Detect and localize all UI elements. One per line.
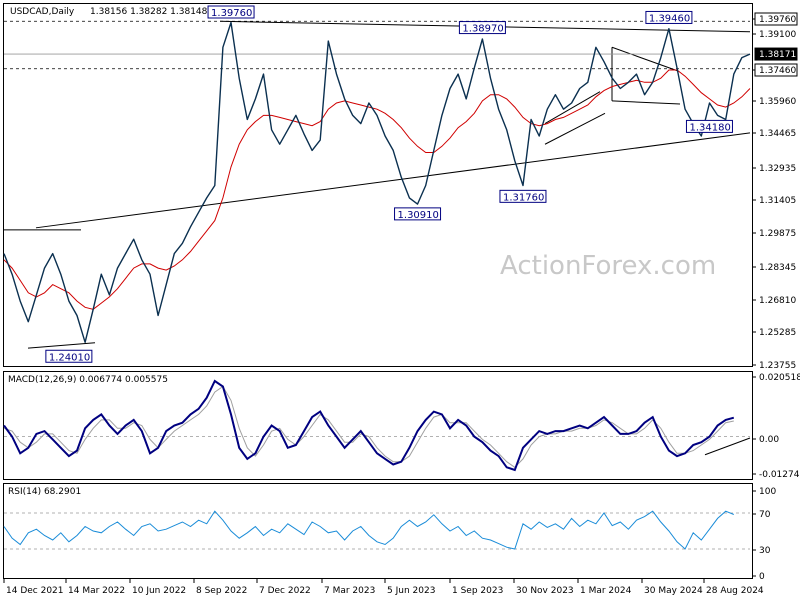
watermark: ActionForex.com bbox=[500, 251, 716, 281]
x-tick-label: 14 Mar 2022 bbox=[68, 586, 125, 596]
price-y-label: 1.35960 bbox=[759, 97, 796, 107]
x-tick-label: 28 Aug 2024 bbox=[706, 586, 764, 596]
x-tick-label: 8 Sep 2022 bbox=[196, 586, 247, 596]
rsi-plot bbox=[3, 510, 750, 550]
moving-average-line bbox=[3, 69, 751, 310]
annotation-label: 1.38970 bbox=[462, 24, 503, 35]
price-y-label: 1.31405 bbox=[759, 196, 796, 206]
annotation-box bbox=[685, 119, 733, 133]
channel-upper bbox=[544, 91, 601, 125]
annotation-label: 1.30910 bbox=[398, 210, 439, 221]
price-pane bbox=[3, 3, 753, 367]
channel-lower bbox=[544, 112, 606, 145]
macd-y-label: -0.012745 bbox=[759, 470, 800, 480]
trendline bbox=[27, 342, 96, 349]
price-plot: 1.24010 1.39760 1.30910 1.38970 1.31760 1.394… bbox=[3, 5, 751, 363]
price-y-label: 1.39760 bbox=[759, 15, 796, 25]
price-header-symbol: USDCAD,Daily bbox=[10, 7, 75, 17]
price-y-label: 1.29875 bbox=[759, 229, 796, 239]
annotation-box bbox=[45, 349, 93, 363]
macd-line bbox=[3, 379, 735, 472]
x-tick-label: 30 May 2024 bbox=[644, 586, 703, 596]
macd-trendline bbox=[704, 437, 751, 456]
macd-signal-line bbox=[3, 385, 734, 468]
annotation-box bbox=[207, 5, 255, 19]
annotation-box bbox=[645, 10, 693, 24]
price-header-ohlc: 1.38156 1.38282 1.38148 1.38171 bbox=[90, 7, 247, 17]
rsi-title: RSI(14) 68.2901 bbox=[8, 487, 81, 497]
macd-y-label: 0.00 bbox=[759, 435, 779, 445]
x-tick-label: 30 Nov 2023 bbox=[516, 586, 574, 596]
rsi-pane bbox=[3, 483, 753, 579]
x-tick-label: 10 Jun 2022 bbox=[132, 586, 186, 596]
price-line bbox=[3, 21, 751, 343]
rsi-y-label: 70 bbox=[759, 510, 771, 520]
annotation-box bbox=[458, 21, 506, 35]
triangle-lower bbox=[611, 100, 681, 105]
price-y-label: 1.23755 bbox=[759, 361, 796, 371]
x-tick-label: 5 Jun 2023 bbox=[387, 586, 435, 596]
macd-title: MACD(12,26,9) 0.006774 0.005575 bbox=[8, 375, 168, 385]
rsi-y-label: 30 bbox=[759, 546, 771, 556]
price-y-label: 1.39100 bbox=[759, 30, 796, 40]
macd-y-label: 0.020518 bbox=[759, 373, 800, 383]
x-tick-label: 1 Mar 2024 bbox=[580, 586, 632, 596]
price-y-label: 1.28345 bbox=[759, 263, 796, 273]
price-level-box bbox=[754, 12, 798, 26]
x-tick-label: 7 Mar 2023 bbox=[324, 586, 375, 596]
annotation-label: 1.34180 bbox=[689, 122, 730, 133]
trendline bbox=[35, 132, 751, 229]
annotation-label: 1.39760 bbox=[211, 8, 252, 19]
x-tick-label: 7 Dec 2022 bbox=[259, 586, 311, 596]
price-y-label: 1.26810 bbox=[759, 296, 796, 306]
price-y-label: 1.34465 bbox=[759, 129, 796, 139]
macd-plot bbox=[3, 379, 751, 472]
price-level-box bbox=[754, 63, 798, 77]
rsi-y-label: 100 bbox=[759, 487, 776, 497]
rsi-line bbox=[3, 510, 734, 550]
annotation-label: 1.31760 bbox=[503, 192, 544, 203]
price-y-label: 1.32935 bbox=[759, 164, 796, 174]
price-y-label: 1.25285 bbox=[759, 328, 796, 338]
current-price-label: 1.38171 bbox=[759, 50, 796, 60]
current-price-box bbox=[754, 47, 798, 61]
rsi-y-label: 0 bbox=[759, 572, 765, 582]
annotation-box bbox=[499, 189, 547, 203]
price-y-label: 1.37460 bbox=[759, 66, 796, 76]
macd-pane bbox=[3, 371, 753, 480]
annotation-box bbox=[394, 207, 442, 221]
triangle-upper bbox=[611, 46, 679, 72]
annotation-label: 1.39460 bbox=[649, 13, 690, 24]
x-tick-label: 14 Dec 2021 bbox=[6, 586, 64, 596]
annotation-label: 1.24010 bbox=[49, 352, 90, 363]
x-tick-label: 1 Sep 2023 bbox=[452, 586, 503, 596]
axes: 1.39760 1.39100 1.37460 1.35960 1.34465 1.329… bbox=[3, 12, 800, 596]
